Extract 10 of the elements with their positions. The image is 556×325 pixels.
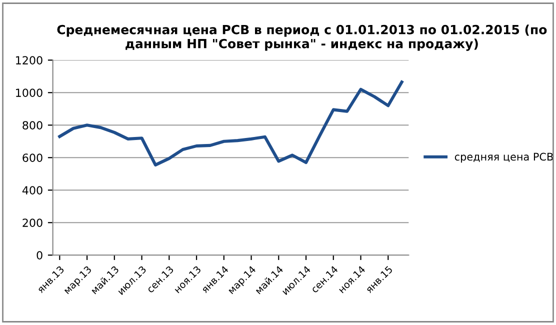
legend-label: средняя цена РСВ xyxy=(454,152,553,163)
y-tick-label: 1200 xyxy=(16,56,42,65)
y-tick-label: 0 xyxy=(36,251,42,260)
y-tick-label: 400 xyxy=(22,186,42,195)
chart-title: Среднемесячная цена РСВ в период с 01.01.2013 по 01.02.2015 (по данным НП "Совет рынка" - индекс на продажу) xyxy=(57,24,547,51)
line-series xyxy=(58,80,404,166)
y-tick-label: 800 xyxy=(22,121,42,130)
y-tick-label: 1000 xyxy=(16,88,42,98)
y-tick-label: 600 xyxy=(22,154,42,162)
y-tick-label: 200 xyxy=(22,218,42,228)
